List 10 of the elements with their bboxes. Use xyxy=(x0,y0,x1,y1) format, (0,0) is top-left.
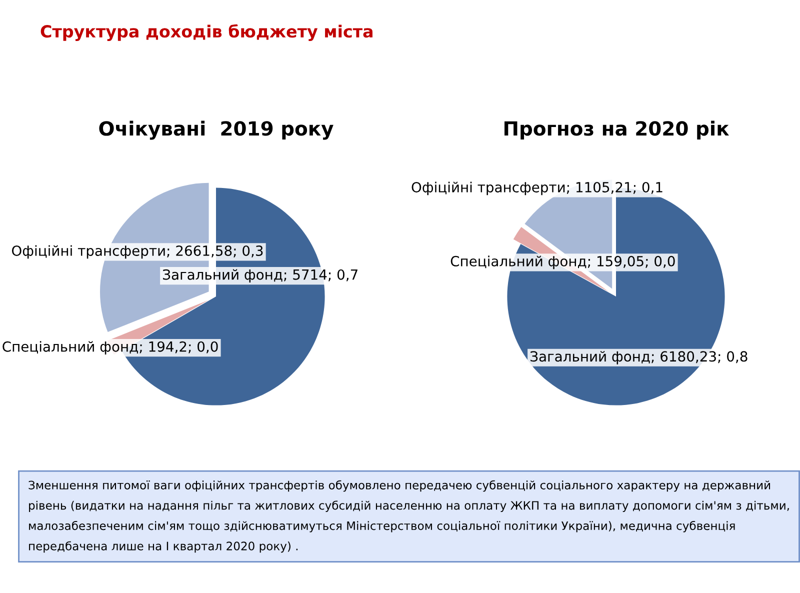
text: Зменшення питомої ваги офіційних трансфертів обумовлено передачею субвенцій соціального характеру на державний рівень (видатки на надання пільг та житлових субсидій населенню на оплату ЖКП та на виплату допомоги сім'ям з дітьми, малозабезпеченим сім'ям тощо здійснюватимуться Міністерством соціальної політики України), медична субвенція передбачена лише на І квартал 2020 року) . xyxy=(28,480,789,553)
text: Структура доходів бюджету міста xyxy=(40,24,372,42)
chart-title: Прогноз на 2020 рік xyxy=(504,120,729,140)
chart-title: Очікувані 2019 року xyxy=(99,120,334,140)
slice-label: Офіційні трансферти; 2661,58; 0,3 xyxy=(12,245,263,259)
slice-label: Спеціальний фонд; 194,2; 0,0 xyxy=(2,341,218,355)
slice-label: Офіційні трансферти; 1105,21; 0,1 xyxy=(412,182,662,196)
slice-label: Загальний фонд; 6180,23; 0,8 xyxy=(530,350,748,364)
slice-label: Загальний фонд; 5714; 0,7 xyxy=(163,269,358,283)
slice-label: Спеціальний фонд; 159,05; 0,0 xyxy=(450,256,675,270)
